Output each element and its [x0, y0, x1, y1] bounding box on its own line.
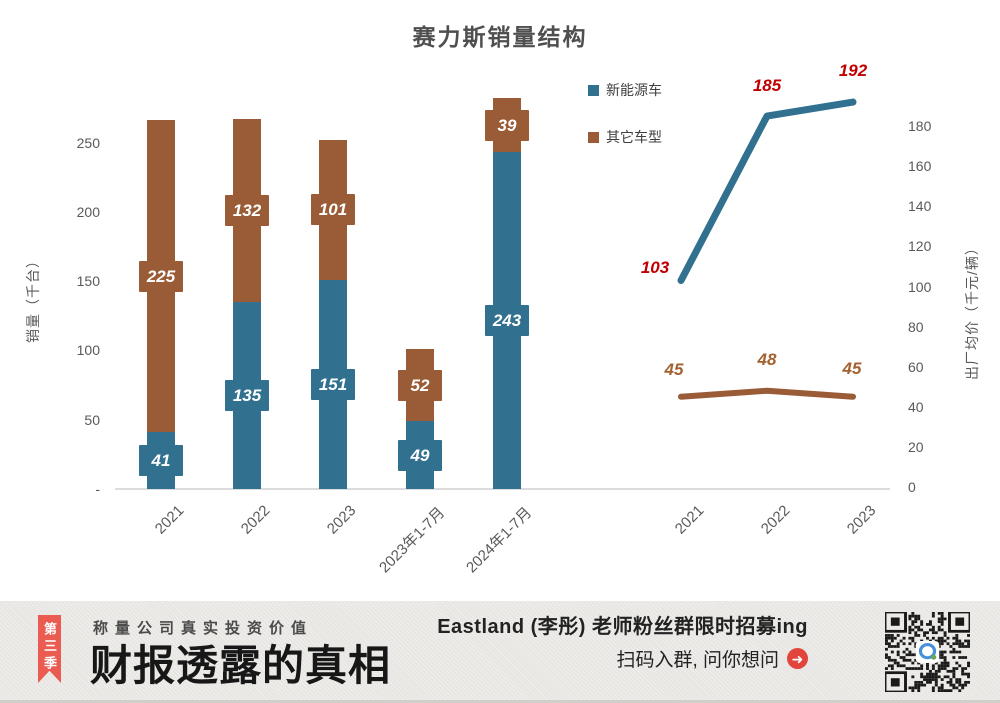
x-axis-line: [115, 488, 890, 490]
promo-line2-text: 扫码入群, 问你想问: [616, 650, 779, 671]
promo-line2: 扫码入群, 问你想问 ➜: [437, 645, 808, 672]
ribbon-label: 第三季: [42, 622, 57, 673]
bar-data-label: 52: [398, 369, 442, 401]
y-axis-tick: 200: [76, 203, 100, 220]
secondary-y-axis-tick: 60: [908, 358, 924, 375]
bar-data-label: 101: [311, 194, 355, 226]
secondary-y-axis-tick: 80: [908, 318, 924, 335]
legend-item-other: 其它车型: [588, 127, 662, 147]
legend-label: 新能源车: [606, 82, 662, 98]
line-data-label: 48: [757, 349, 777, 369]
bar-data-label: 132: [225, 194, 269, 226]
y-axis-tick: -: [95, 481, 100, 497]
chart-title: 赛力斯销量结构: [412, 24, 588, 50]
legend-swatch-blue-icon: [588, 84, 599, 96]
y-axis-tick: 100: [76, 342, 100, 359]
season-ribbon: 第三季: [38, 615, 61, 683]
bar-data-label: 39: [485, 109, 529, 141]
line-data-label: 45: [664, 359, 684, 379]
legend-item-nev: 新能源车: [588, 80, 662, 100]
promo-block: Eastland (李彤) 老师粉丝群限时招募ing 扫码入群, 问你想问 ➜: [437, 610, 808, 672]
footer-banner: 第三季 称量公司真实投资价值 财报透露的真相 Eastland (李彤) 老师粉…: [0, 601, 1000, 703]
secondary-y-axis-tick: 120: [908, 238, 932, 255]
bar-data-label: 243: [485, 305, 529, 337]
legend-swatch-brown-icon: [588, 131, 599, 143]
bar-data-label: 225: [139, 260, 183, 292]
line-series: [678, 387, 856, 400]
line-data-label: 185: [752, 76, 782, 96]
y-axis-tick: 250: [76, 134, 100, 151]
banner-title: 财报透露的真相: [90, 644, 392, 690]
bar-data-label: 41: [139, 445, 183, 477]
secondary-y-axis-tick: 20: [908, 438, 924, 455]
arrow-right-icon: ➜: [787, 648, 808, 669]
secondary-y-axis-tick: 140: [908, 198, 932, 215]
qr-code-image: [883, 610, 972, 694]
bar-data-label: 151: [311, 368, 355, 400]
bar-data-label: 135: [225, 379, 269, 411]
line-data-label: 45: [842, 358, 862, 378]
bar-data-label: 49: [398, 439, 442, 471]
line-data-label: 103: [640, 258, 670, 278]
line-series: [677, 98, 857, 284]
legend-label: 其它车型: [606, 129, 662, 145]
secondary-y-axis-tick: 160: [908, 158, 932, 175]
promo-line1: Eastland (李彤) 老师粉丝群限时招募ing: [437, 616, 808, 638]
banner-tagline: 称量公司真实投资价值: [93, 620, 314, 637]
qr-code[interactable]: [883, 610, 972, 694]
y-axis-tick: 150: [76, 273, 100, 290]
secondary-y-axis-tick: 40: [908, 398, 924, 415]
line-data-label: 192: [838, 61, 868, 81]
y-axis-tick: 50: [84, 411, 100, 428]
secondary-y-axis-tick: 180: [908, 118, 932, 135]
secondary-y-axis-tick: 0: [908, 479, 916, 495]
secondary-y-axis-tick: 100: [908, 278, 932, 295]
